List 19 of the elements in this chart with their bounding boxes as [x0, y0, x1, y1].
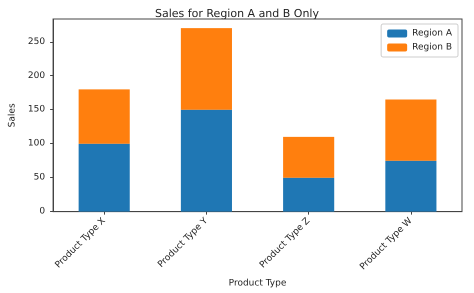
bar [180, 28, 232, 110]
bar [283, 136, 334, 178]
x-axis-title: Product Type [228, 278, 287, 288]
y-axis-title: Sales [8, 103, 18, 128]
chart-title: Sales for Region A and B Only [154, 7, 320, 20]
legend-label: Region B [412, 42, 452, 52]
y-tick-label: 0 [39, 206, 46, 217]
legend-label: Region A [412, 28, 453, 38]
bar [180, 110, 232, 212]
y-tick-label: 50 [34, 172, 46, 183]
y-tick-label: 100 [28, 138, 46, 149]
bar [385, 100, 436, 161]
y-tick-label: 250 [28, 36, 46, 47]
y-tick-label: 150 [28, 104, 46, 115]
bar [78, 89, 130, 144]
y-tick-label: 200 [28, 70, 46, 81]
bar [283, 178, 334, 212]
bar [78, 144, 130, 212]
bar [385, 160, 436, 212]
